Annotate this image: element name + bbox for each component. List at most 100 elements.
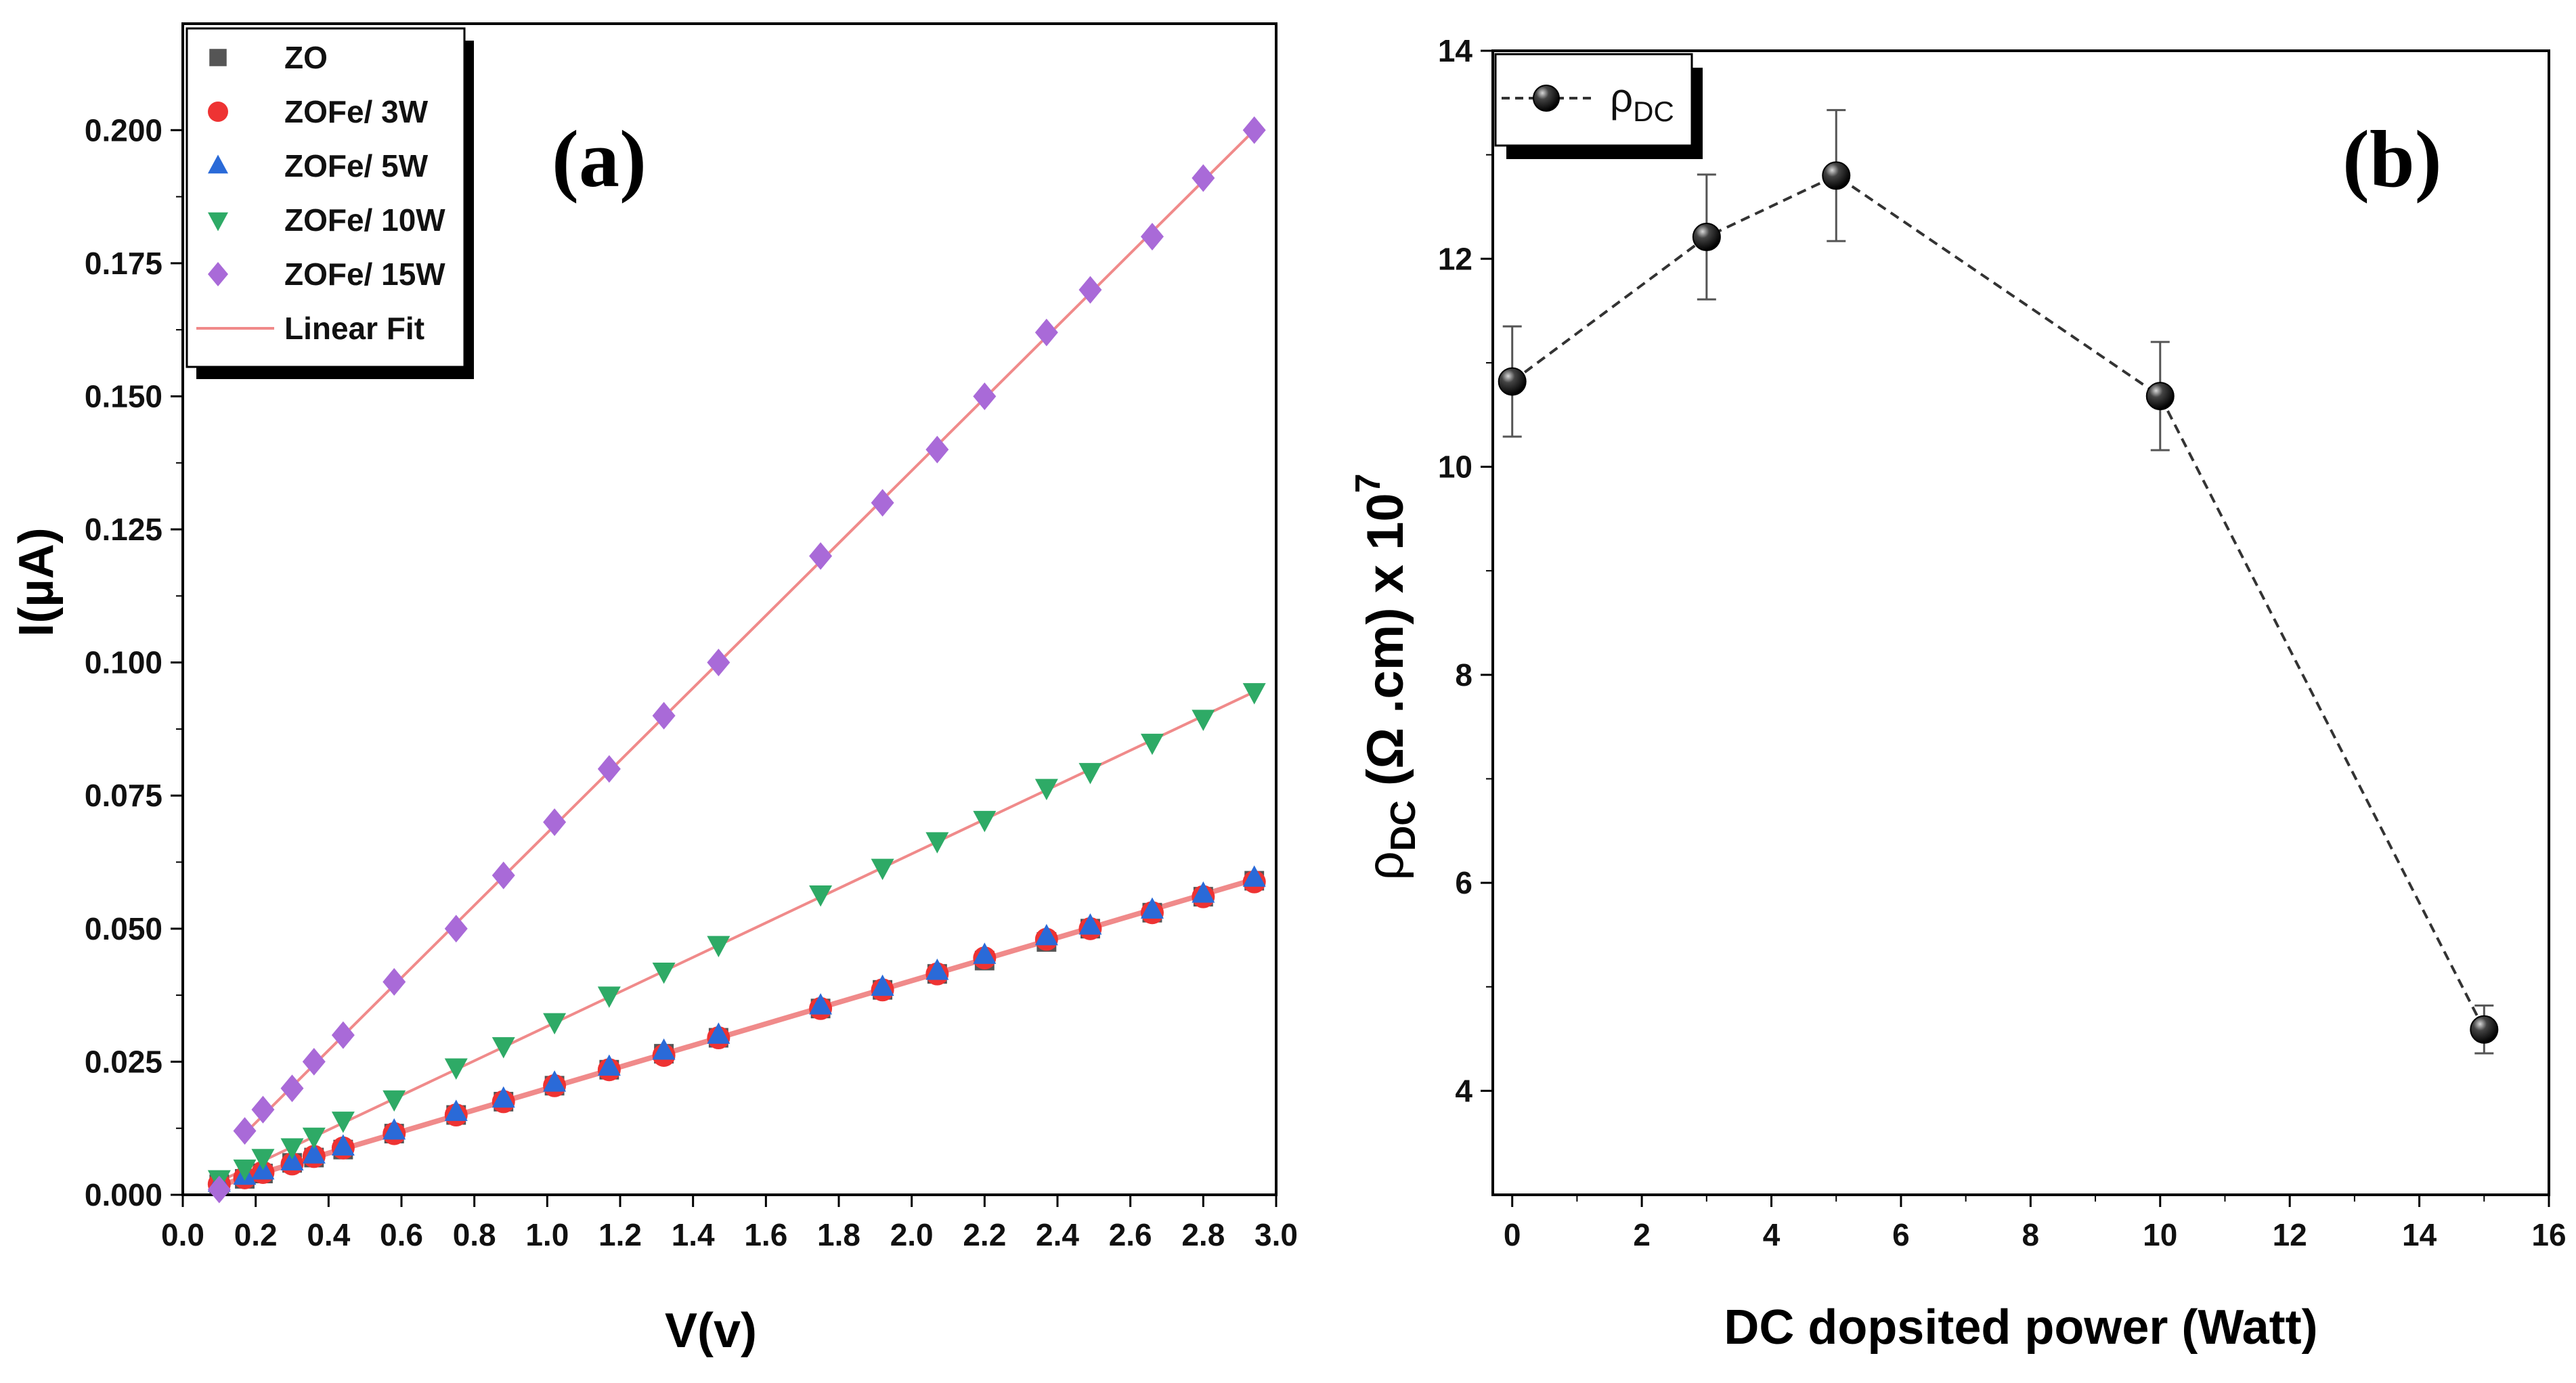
x-tick-label-b: 2 <box>1633 1217 1651 1252</box>
data-point-a <box>302 1142 326 1164</box>
y-tick-label-b: 14 <box>1438 33 1473 68</box>
legend-marker-a <box>208 154 228 174</box>
y-tick-label-b: 10 <box>1438 449 1472 485</box>
legend-label-fit-a: Linear Fit <box>284 311 424 346</box>
legend-b: ρDC <box>1494 53 1703 159</box>
data-point-a <box>707 649 730 677</box>
x-tick-label-a: 2.8 <box>1181 1217 1225 1252</box>
legend-marker-a <box>208 212 228 232</box>
legend-label-a: ZO <box>284 40 328 75</box>
data-point-b <box>1822 161 1851 190</box>
x-tick-label-a: 1.4 <box>672 1217 715 1252</box>
x-tick-label-a: 1.8 <box>817 1217 860 1252</box>
y-tick-label-b: 6 <box>1455 865 1472 900</box>
legend-marker-a <box>208 262 228 286</box>
x-tick-label-b: 14 <box>2402 1217 2437 1252</box>
data-point-a <box>1192 709 1215 731</box>
data-point-a <box>973 942 997 964</box>
data-point-a <box>543 1013 567 1035</box>
data-point-a <box>652 1038 676 1060</box>
y-tick-label-a: 0.200 <box>85 112 162 148</box>
legend-marker-b <box>1533 85 1560 112</box>
data-point-b <box>2470 1015 2499 1044</box>
data-point-a <box>331 1112 355 1133</box>
data-point-a <box>871 858 894 881</box>
data-point-a <box>1034 318 1058 347</box>
y-ticks-a: 0.000 0.025 0.050 0.075 0.100 0.125 0.150 0.175… <box>85 112 183 1212</box>
data-point-a <box>973 382 997 410</box>
data-series-b <box>1498 109 2499 1055</box>
chart-panel-a: 0.0 0.2 0.4 0.6 0.8 1.0 1.2 1.4 1.6 1.8 2.0 2.2 2.4 2… <box>9 22 1298 1358</box>
panel-label-b: (b) <box>2342 114 2442 204</box>
plot-frame-b <box>1491 49 2550 1196</box>
data-point-a <box>492 1086 515 1108</box>
legend-label-a: ZOFe/ 5W <box>284 148 429 183</box>
data-point-a <box>1140 897 1164 919</box>
x-tick-label-a: 2.6 <box>1109 1217 1152 1252</box>
data-point-a <box>1078 276 1102 304</box>
data-point-a <box>331 1134 355 1156</box>
data-point-a <box>973 810 997 833</box>
legend-box-a <box>185 27 466 368</box>
legend-box-b <box>1494 53 1693 147</box>
data-point-a <box>1242 865 1266 887</box>
data-point-a <box>207 1175 231 1204</box>
data-point-a <box>1192 881 1215 903</box>
y-tick-label-a: 0.025 <box>85 1044 162 1079</box>
data-point-a <box>302 1127 326 1149</box>
legend-items-a: ZO ZOFe/ 3W ZOFe/ 5W ZOFe/ 10W ZOFe/ 15W Line… <box>196 40 445 346</box>
x-tick-label-b: 16 <box>2531 1217 2566 1252</box>
data-point-a <box>1192 164 1215 192</box>
plot-frame-a <box>181 22 1278 1196</box>
data-point-a <box>597 755 621 783</box>
legend-marker-a <box>208 102 228 122</box>
data-point-a <box>233 1159 257 1181</box>
series-line-b <box>1511 174 2486 1030</box>
data-point-a <box>331 1021 355 1049</box>
data-point-a <box>302 1048 326 1076</box>
y-tick-label-a: 0.000 <box>85 1177 162 1212</box>
data-point-a <box>383 1118 406 1140</box>
panel-label-a: (a) <box>552 114 647 204</box>
x-tick-label-b: 6 <box>1892 1217 1910 1252</box>
x-tick-label-a: 0.2 <box>234 1217 278 1252</box>
data-point-a <box>871 489 894 517</box>
data-point-a <box>597 986 621 1008</box>
x-tick-label-a: 1.0 <box>525 1217 569 1252</box>
data-point-a <box>251 1149 275 1170</box>
x-tick-label-a: 2.4 <box>1036 1217 1079 1252</box>
chart-panel-b: 0 2 4 6 8 10 12 14 16 4 6 8 10 12 14 (b) DC dopsited … <box>1349 33 2567 1355</box>
data-point-a <box>597 1054 621 1076</box>
legend-label-a: ZOFe/ 15W <box>284 257 445 292</box>
data-point-a <box>383 968 406 996</box>
x-tick-label-a: 3.0 <box>1254 1217 1298 1252</box>
data-point-a <box>1242 683 1266 705</box>
data-point-a <box>383 1090 406 1112</box>
legend-marker-a <box>209 49 227 66</box>
x-axis-title-b: DC dopsited power (Watt) <box>1724 1300 2317 1355</box>
y-ticks-b: 4 6 8 10 12 14 <box>1438 33 1493 1108</box>
y-tick-label-a: 0.100 <box>85 645 162 680</box>
x-tick-label-a: 1.2 <box>598 1217 642 1252</box>
x-tick-label-b: 4 <box>1763 1217 1781 1252</box>
y-tick-label-a: 0.050 <box>85 911 162 946</box>
data-point-a <box>871 974 894 996</box>
x-tick-label-a: 1.6 <box>744 1217 787 1252</box>
data-point-a <box>707 1022 730 1044</box>
x-tick-label-b: 10 <box>2143 1217 2177 1252</box>
data-point-a <box>809 885 833 907</box>
legend-a: ZO ZOFe/ 3W ZOFe/ 5W ZOFe/ 10W ZOFe/ 15W Line… <box>185 27 474 379</box>
y-tick-label-a: 0.125 <box>85 512 162 547</box>
legend-label-a: ZOFe/ 10W <box>284 202 445 238</box>
y-axis-title-b-rho: ρ <box>1357 851 1414 880</box>
data-point-a <box>652 701 676 730</box>
x-tick-label-a: 0.0 <box>161 1217 204 1252</box>
legend-label-b-main: ρ <box>1610 75 1633 120</box>
data-point-a <box>280 1138 304 1160</box>
x-ticks-b: 0 2 4 6 8 10 12 14 16 <box>1504 1195 2567 1252</box>
data-point-a <box>809 993 833 1015</box>
data-point-a <box>1078 913 1102 935</box>
data-point-a <box>444 1099 468 1121</box>
legend-label-a: ZOFe/ 3W <box>284 94 429 129</box>
